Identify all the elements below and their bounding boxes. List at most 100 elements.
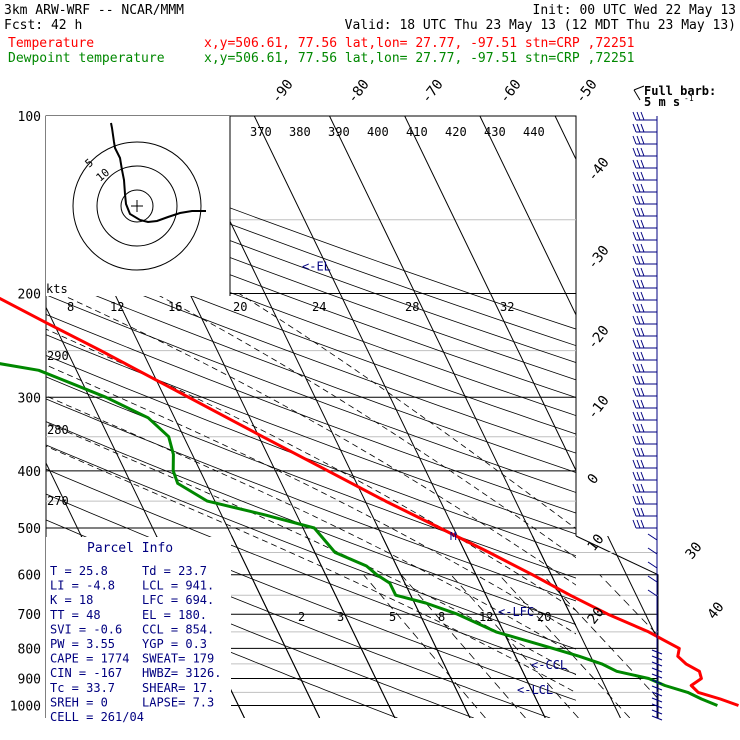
wind-barb [632, 351, 657, 361]
moist-adiabat [59, 293, 576, 586]
parcel-info-panel: Parcel Info T = 25.8 Td = 23.7 LI = -4.8 LC… [46, 537, 231, 724]
parcel-info-left: Tc = 33.7 [50, 681, 115, 695]
plot-frame-lower [575, 535, 659, 718]
isotherm [404, 116, 576, 472]
dry-adiabat [46, 444, 576, 650]
pressure-tick-label: 100 [18, 110, 41, 125]
wind-barb [632, 279, 657, 289]
isotherm [630, 116, 740, 718]
legend-temperature-info: x,y=506.61, 77.56 lat,lon= 27.77, -97.51… [204, 36, 634, 51]
wind-barb [632, 219, 657, 229]
wind-key-sup: -1 [684, 94, 694, 103]
wind-barb [632, 135, 657, 145]
isotherm [381, 536, 471, 718]
wind-barb [632, 507, 657, 517]
isotherm [607, 536, 658, 642]
wind-barb [632, 447, 657, 457]
pressure-tick-label: 600 [18, 569, 41, 584]
mixing-ratio-line [542, 574, 658, 700]
theta-label: 420 [445, 125, 467, 139]
mixing-ratio-label: 8 [438, 610, 445, 624]
parcel-info-left: CAPE = 1774 [50, 652, 129, 666]
dry-adiabat [46, 376, 576, 579]
isotherm-label: 10 [585, 531, 608, 554]
isotherm-label: 0 [585, 471, 603, 487]
wind-barb [632, 519, 657, 529]
isotherm [0, 116, 19, 718]
isotherm-label: -60 [497, 77, 525, 107]
wind-barb [632, 375, 657, 385]
moist-adiabat [46, 422, 576, 676]
dry-adiabat [46, 238, 576, 435]
wind-barb [632, 399, 657, 409]
pressure-tick-label: 500 [18, 522, 41, 537]
wind-barb [632, 171, 657, 181]
mixing-ratio-line [450, 574, 579, 718]
parcel-info-left: SVI = -0.6 [50, 622, 122, 636]
wind-barb [651, 691, 663, 697]
left-theta-label: 270 [47, 494, 69, 508]
moist-adiabat-label: 28 [405, 300, 419, 314]
wind-barb [632, 483, 657, 493]
theta-label: 410 [406, 125, 428, 139]
parcel-info-right: EL = 180. [142, 608, 207, 622]
wind-barb [632, 327, 657, 337]
moist-adiabat-label: 20 [233, 300, 247, 314]
wind-barb [651, 715, 663, 721]
theta-label: 440 [523, 125, 545, 139]
parcel-info-right: SWEAT= 179 [142, 652, 214, 666]
level-marker-label: <-EL [302, 259, 331, 273]
isotherm-label: 20 [585, 604, 608, 627]
parcel-info-right: YGP = 0.3 [142, 637, 207, 651]
wind-barb [651, 709, 663, 715]
wind-barb [632, 471, 657, 481]
pressure-tick-label: 900 [18, 673, 41, 688]
wind-barb [651, 703, 663, 709]
left-theta-label: 280 [47, 423, 69, 437]
parcel-info-right: LAPSE= 7.3 [142, 695, 214, 709]
wind-barb-key: Full barb: 5 m s -1 [633, 84, 716, 109]
parcel-info-right: Td = 23.7 [142, 564, 207, 578]
wind-barb [632, 267, 657, 277]
isotherm-label: 30 [683, 539, 706, 562]
isotherm-label: -90 [269, 77, 297, 107]
wind-barb [632, 255, 657, 265]
pressure-tick-label: 400 [18, 465, 41, 480]
theta-label: 390 [328, 125, 350, 139]
isotherm [231, 536, 321, 718]
theta-label: 400 [367, 125, 389, 139]
wind-barb [651, 685, 663, 691]
moist-adiabat-label: 8 [67, 300, 74, 314]
legend-dewpoint-label: Dewpoint temperature [8, 51, 165, 66]
mixing-ratio-label: 2 [298, 610, 305, 624]
legend-dewpoint-info: x,y=506.61, 77.56 lat,lon= 27.77, -97.51… [204, 51, 634, 66]
wind-barb [632, 339, 657, 349]
theta-label: 370 [250, 125, 272, 139]
mixing-ratio-line [363, 574, 486, 718]
forecast-hour: Fcst: 42 h [4, 18, 82, 33]
isotherm [554, 116, 576, 161]
dry-adiabat [46, 334, 576, 535]
wind-barb [632, 207, 657, 217]
mixing-ratio-label: 5 [389, 610, 396, 624]
max-marker: M [450, 530, 457, 543]
dry-adiabat [46, 220, 576, 417]
isotherm [0, 116, 19, 718]
wind-barbs [632, 111, 663, 721]
wind-barb [632, 147, 657, 157]
pressure-tick-label: 300 [18, 391, 41, 406]
wind-key-line2: 5 m s [644, 95, 680, 109]
mixing-ratio-label: 3 [337, 610, 344, 624]
isotherm-label: -30 [585, 243, 613, 273]
parcel-info-left: TT = 48 [50, 608, 101, 622]
mixing-ratio-line [498, 574, 631, 718]
moist-adiabat [46, 445, 576, 694]
hodograph-units-label: kts [46, 282, 68, 296]
wind-barb [651, 679, 663, 685]
isotherm [480, 116, 740, 718]
temperature-curve [0, 296, 740, 707]
level-marker-label: <-CCL [531, 658, 567, 672]
moist-adiabat [238, 293, 576, 530]
parcel-info-right: HWBZ= 3126. [142, 666, 221, 680]
